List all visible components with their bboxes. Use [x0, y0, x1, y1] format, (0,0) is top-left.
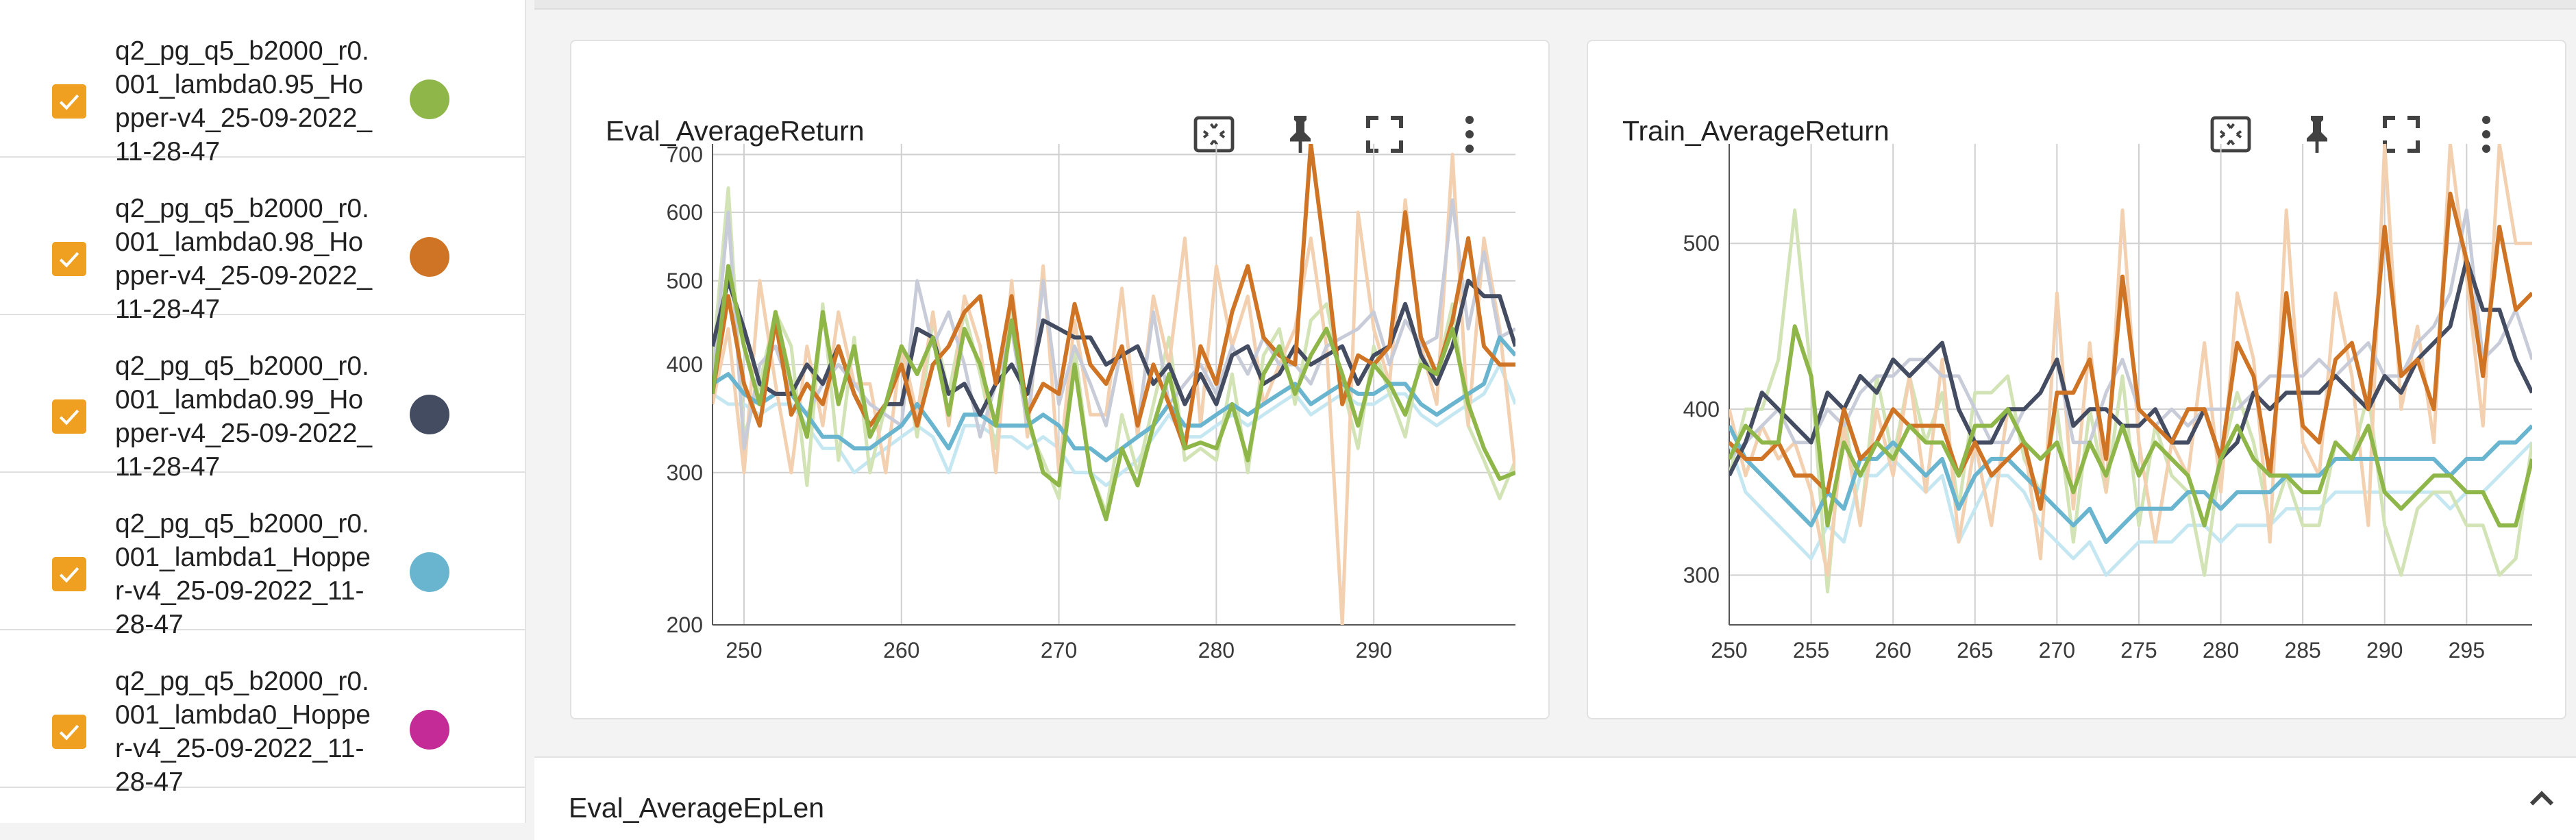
- more-vert-button[interactable]: [2462, 110, 2511, 159]
- run-color-swatch[interactable]: [410, 79, 449, 119]
- fit-domain-icon: [2210, 116, 2251, 153]
- runs-sidebar: q2_pg_q5_b2000_r0.001_lambda0.95_Hopper-…: [0, 0, 526, 823]
- run-checkbox[interactable]: [52, 399, 86, 434]
- fit-domain-icon: [1193, 116, 1235, 153]
- y-tick-label: 300: [667, 460, 703, 485]
- y-tick-label: 600: [667, 200, 703, 225]
- series-line: [713, 264, 1515, 521]
- more-vert-button[interactable]: [1445, 110, 1494, 159]
- chart-card-eval-average-return: Eval_AverageReturn 250 260 270 280 290 200 300…: [570, 40, 1550, 719]
- run-checkbox[interactable]: [52, 715, 86, 749]
- check-icon: [59, 567, 79, 583]
- series-line-smoothed-raw: [713, 186, 1515, 514]
- check-icon: [59, 251, 79, 268]
- check-icon: [59, 409, 79, 425]
- chart-title: Train_AverageReturn: [1622, 115, 1890, 147]
- fit-domain-button[interactable]: [1189, 110, 1239, 159]
- section-header[interactable]: Eval_AverageEpLen: [534, 756, 2576, 840]
- series-line: [1729, 324, 2532, 528]
- pin-button[interactable]: [1276, 110, 1325, 159]
- run-row[interactable]: q2_pg_q5_b2000_r0.001_lambda0.99_Hopper-…: [0, 315, 525, 482]
- fullscreen-button[interactable]: [1360, 110, 1409, 159]
- section-title: Eval_AverageEpLen: [569, 792, 825, 824]
- x-tick-label: 285: [2284, 638, 2320, 663]
- run-name: q2_pg_q5_b2000_r0.001_lambda1_Hopper-v4_…: [115, 509, 371, 639]
- y-tick-label: 400: [1683, 397, 1720, 421]
- fit-domain-button[interactable]: [2206, 110, 2255, 159]
- x-tick-label: 290: [2366, 638, 2403, 663]
- y-tick-label: 400: [667, 352, 703, 377]
- more-vert-icon: [2482, 116, 2490, 153]
- run-row[interactable]: q2_pg_q5_b2000_r0.001_lambda0_Hopper-v4_…: [0, 630, 525, 797]
- y-tick-label: 700: [667, 142, 703, 166]
- run-row[interactable]: q2_pg_q5_b2000_r0.001_lambda1_Hopper-v4_…: [0, 473, 525, 639]
- y-tick-label: 500: [667, 269, 703, 293]
- x-tick-label: 275: [2120, 638, 2157, 663]
- series-line: [1729, 191, 2532, 511]
- series-line: [713, 335, 1515, 462]
- y-tick-label: 500: [1683, 231, 1720, 256]
- run-row[interactable]: q2_pg_q5_b2000_r0.001_lambda0.98_Hopper-…: [0, 158, 525, 324]
- series-line: [1729, 258, 2532, 477]
- y-tick-label: 300: [1683, 563, 1720, 587]
- line-chart[interactable]: 250 260 270 280 290 200 300 400 500 600 700: [571, 41, 1551, 721]
- top-divider: [534, 0, 2576, 10]
- pin-button[interactable]: [2292, 110, 2342, 159]
- main-area: Eval_AverageReturn 250 260 270 280 290 200 300…: [534, 0, 2576, 840]
- chart-card-train-average-return: Train_AverageReturn 250 255 260 265 270 275 28…: [1587, 40, 2566, 719]
- run-checkbox[interactable]: [52, 84, 86, 119]
- run-color-swatch[interactable]: [410, 237, 449, 277]
- line-chart[interactable]: 250 255 260 265 270 275 280 285 290 295 300 400 500: [1588, 41, 2568, 721]
- run-name: q2_pg_q5_b2000_r0.001_lambda0.98_Hopper-…: [115, 194, 373, 324]
- x-tick-label: 290: [1355, 638, 1391, 663]
- run-checkbox[interactable]: [52, 557, 86, 591]
- check-icon: [59, 94, 79, 110]
- run-color-swatch[interactable]: [410, 552, 449, 592]
- x-tick-label: 255: [1793, 638, 1829, 663]
- fullscreen-button[interactable]: [2377, 110, 2426, 159]
- x-tick-label: 280: [2203, 638, 2239, 663]
- fullscreen-icon: [2383, 116, 2420, 153]
- fullscreen-icon: [1366, 116, 1403, 153]
- run-color-swatch[interactable]: [410, 710, 449, 750]
- x-tick-label: 280: [1198, 638, 1235, 663]
- x-tick-label: 270: [2039, 638, 2075, 663]
- x-tick-label: 260: [1874, 638, 1911, 663]
- x-tick-label: 295: [2449, 638, 2485, 663]
- x-tick-label: 260: [883, 638, 919, 663]
- run-checkbox[interactable]: [52, 242, 86, 276]
- run-name: q2_pg_q5_b2000_r0.001_lambda0_Hopper-v4_…: [115, 667, 371, 797]
- x-tick-label: 250: [726, 638, 762, 663]
- series-line-smoothed-raw: [1729, 441, 2532, 577]
- chart-title: Eval_AverageReturn: [606, 115, 865, 147]
- y-tick-label: 200: [667, 613, 703, 637]
- series-line-smoothed-raw: [1729, 208, 2532, 460]
- pin-icon: [2307, 116, 2327, 153]
- run-row[interactable]: q2_pg_q5_b2000_r0.001_lambda0.95_Hopper-…: [0, 0, 525, 166]
- run-name: q2_pg_q5_b2000_r0.001_lambda0.95_Hopper-…: [115, 36, 373, 166]
- run-color-swatch[interactable]: [410, 395, 449, 434]
- chevron-up-icon[interactable]: [2521, 778, 2562, 819]
- check-icon: [59, 724, 79, 741]
- x-tick-label: 250: [1711, 638, 1747, 663]
- x-tick-label: 270: [1041, 638, 1077, 663]
- x-tick-label: 265: [1957, 638, 1993, 663]
- run-name: q2_pg_q5_b2000_r0.001_lambda0.99_Hopper-…: [115, 351, 373, 482]
- pin-icon: [1290, 116, 1311, 153]
- more-vert-icon: [1465, 116, 1474, 153]
